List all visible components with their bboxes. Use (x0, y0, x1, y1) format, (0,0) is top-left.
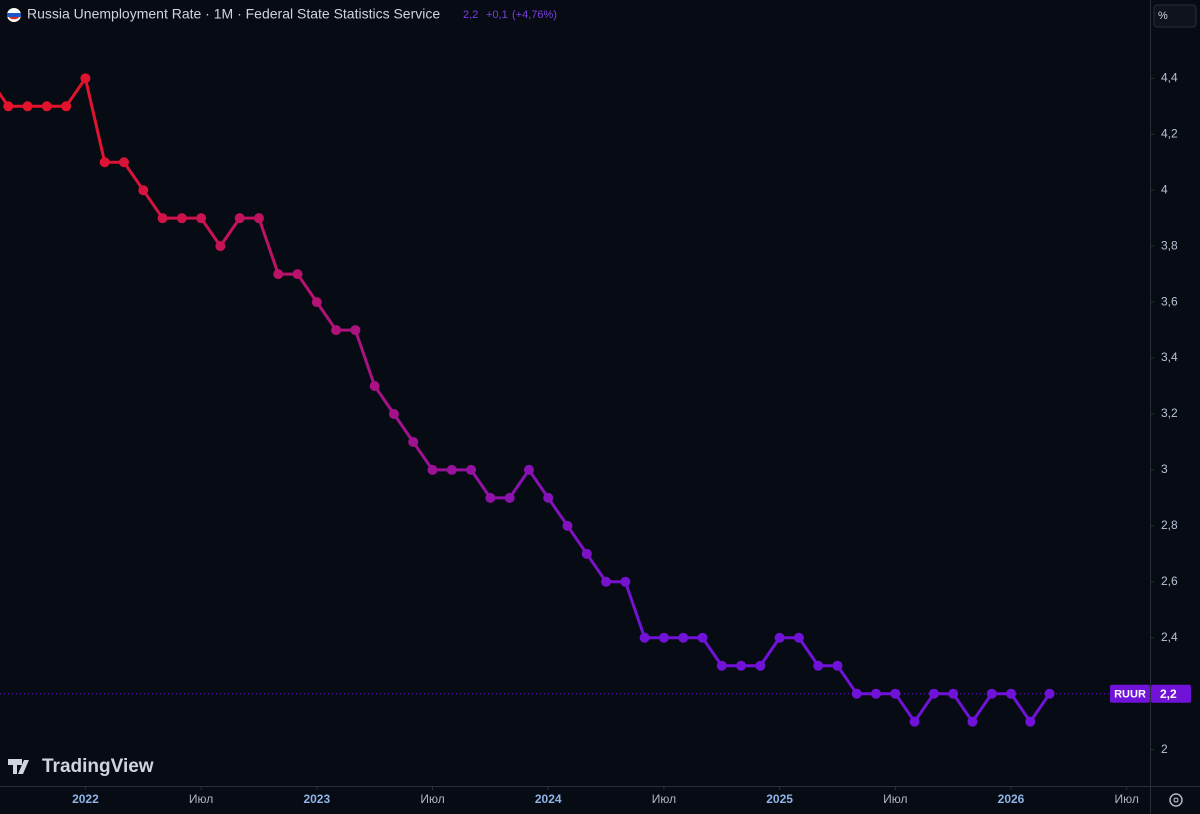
data-point (774, 632, 785, 643)
y-tick-label: 2 (1161, 742, 1168, 756)
y-tick-label: 4,2 (1161, 126, 1178, 140)
data-point (986, 688, 997, 699)
data-point (427, 464, 438, 475)
x-tick-label: Июл (420, 792, 444, 806)
symbol-label: RUUR (1114, 689, 1146, 701)
data-point (793, 632, 804, 643)
data-point (61, 101, 72, 112)
data-point (890, 688, 901, 699)
data-point (832, 660, 843, 671)
data-point (1044, 688, 1055, 699)
data-point (948, 688, 959, 699)
symbol-tag (1110, 684, 1150, 703)
logo-icon (8, 759, 29, 774)
x-tick-label: Июл (883, 792, 907, 806)
y-tick-label: 3,2 (1161, 406, 1178, 420)
data-point (80, 73, 91, 84)
data-point (388, 408, 399, 419)
price-label: 2,2 (1160, 687, 1177, 701)
data-point (909, 716, 920, 727)
data-point (871, 688, 882, 699)
price-tag (1151, 684, 1191, 703)
y-tick-label: 4,4 (1161, 70, 1178, 84)
x-tick-label: Июл (1115, 792, 1139, 806)
data-point (1025, 716, 1036, 727)
data-point (253, 213, 264, 224)
data-point (41, 101, 52, 112)
data-point (311, 297, 322, 308)
y-tick-label: 4 (1161, 182, 1168, 196)
watermark: TradingView (8, 756, 154, 777)
change-pct: (+4,76%) (512, 9, 557, 21)
gear-icon[interactable] (1169, 793, 1183, 807)
data-point (736, 660, 747, 671)
data-point (22, 101, 33, 112)
settings-button[interactable] (1169, 793, 1183, 807)
y-tick-label: 2,4 (1161, 630, 1178, 644)
y-tick-label: 3 (1161, 462, 1168, 476)
x-tick-label: Июл (652, 792, 676, 806)
data-point (292, 269, 303, 280)
data-point (967, 716, 978, 727)
data-point (716, 660, 727, 671)
data-point (639, 632, 650, 643)
data-point (562, 520, 573, 531)
data-point (196, 213, 207, 224)
data-point (176, 213, 187, 224)
data-point (485, 492, 496, 503)
data-point (658, 632, 669, 643)
data-point (1006, 688, 1017, 699)
unit: % (1158, 10, 1168, 22)
gear-center (1173, 797, 1179, 803)
flag-blue (7, 13, 21, 17)
data-point (678, 632, 689, 643)
last-value: 2,2 (463, 9, 478, 21)
data-point (697, 632, 708, 643)
y-tick-label: 2,6 (1161, 574, 1178, 588)
data-point (234, 213, 245, 224)
data-point (118, 157, 129, 168)
header: Russia Unemployment Rate · 1M · Federal … (7, 6, 557, 22)
data-point (369, 381, 380, 392)
data-point (99, 157, 110, 168)
y-tick-label: 3,4 (1161, 350, 1178, 364)
x-tick-label: 2026 (998, 792, 1025, 806)
data-point (601, 576, 612, 587)
y-tick-label: 3,8 (1161, 238, 1178, 252)
x-tick-label: 2023 (303, 792, 330, 806)
data-point (466, 464, 477, 475)
x-tick-label: 2025 (766, 792, 793, 806)
data-point (273, 269, 284, 280)
data-point (581, 548, 592, 559)
logo-text: TradingView (42, 756, 154, 777)
y-tick-label: 3,6 (1161, 294, 1178, 308)
plot-area (0, 73, 1150, 727)
x-tick-label: 2024 (535, 792, 562, 806)
unit-box[interactable] (1153, 4, 1197, 28)
x-tick-label: Июл (189, 792, 213, 806)
data-point (851, 688, 862, 699)
data-point (408, 436, 419, 447)
data-point (523, 464, 534, 475)
data-point (138, 185, 149, 196)
data-point (543, 492, 554, 503)
data-point (620, 576, 631, 587)
data-point (157, 213, 168, 224)
y-tick-label: 2,8 (1161, 518, 1178, 532)
data-point (928, 688, 939, 699)
data-point (504, 492, 515, 503)
change: +0,1 (486, 9, 508, 21)
data-point (446, 464, 457, 475)
data-point (215, 241, 226, 252)
chart-title: Russia Unemployment Rate · 1M · Federal … (27, 6, 440, 22)
data-point (755, 660, 766, 671)
data-point (3, 101, 14, 112)
data-point (331, 325, 342, 336)
data-point (813, 660, 824, 671)
x-tick-label: 2022 (72, 792, 99, 806)
data-point (350, 325, 361, 336)
